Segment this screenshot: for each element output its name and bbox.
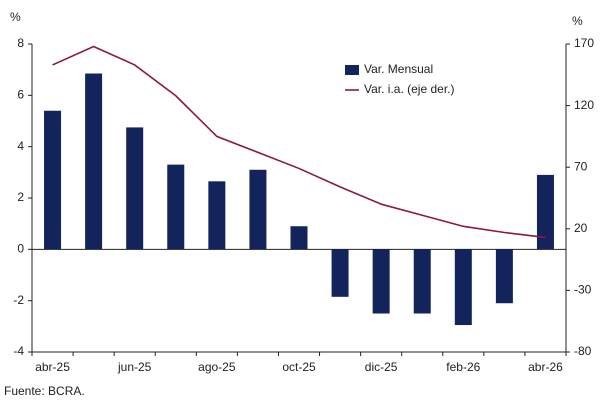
- y2-tick-label: -80: [574, 344, 592, 358]
- x-tick-label: feb-26: [446, 360, 480, 374]
- x-tick-label: ago-25: [198, 360, 236, 374]
- bar: [44, 110, 62, 250]
- source: Fuente: BCRA.: [4, 384, 85, 398]
- y-tick-label: 8: [17, 36, 24, 50]
- legend-label: Var. i.a. (eje der.): [364, 82, 455, 96]
- y-tick-label: -4: [13, 344, 24, 358]
- bar: [495, 249, 513, 304]
- x-tick-label: jun-25: [117, 360, 152, 374]
- bar: [372, 249, 390, 314]
- x-tick-label: abr-26: [528, 360, 563, 374]
- legend-label: Var. Mensual: [364, 62, 433, 76]
- y-tick-label: 4: [17, 139, 24, 153]
- bar: [85, 73, 103, 250]
- y2-tick-label: 170: [574, 36, 594, 50]
- bar: [126, 127, 144, 250]
- legend-swatch: [345, 65, 359, 75]
- bar: [208, 181, 226, 250]
- y2-tick-label: 120: [574, 98, 594, 112]
- y2-tick-label: 20: [574, 221, 588, 235]
- x-tick-label: abr-25: [35, 360, 70, 374]
- y2-axis-label: %: [572, 14, 583, 28]
- y2-tick-label: 70: [574, 159, 588, 173]
- bar: [167, 164, 185, 250]
- y-tick-label: -2: [13, 293, 24, 307]
- y-axis-label: %: [10, 10, 21, 24]
- x-tick-label: dic-25: [365, 360, 398, 374]
- y2-tick-label: -30: [574, 283, 592, 297]
- bar: [249, 169, 267, 250]
- bar: [454, 249, 472, 326]
- bar: [536, 174, 554, 250]
- y-tick-label: 2: [17, 190, 24, 204]
- bar: [331, 249, 349, 297]
- bar: [290, 226, 308, 250]
- line: [52, 45, 546, 239]
- y-tick-label: 6: [17, 88, 24, 102]
- bar: [413, 249, 431, 314]
- x-tick-label: oct-25: [282, 360, 316, 374]
- y-tick-label: 0: [17, 242, 24, 256]
